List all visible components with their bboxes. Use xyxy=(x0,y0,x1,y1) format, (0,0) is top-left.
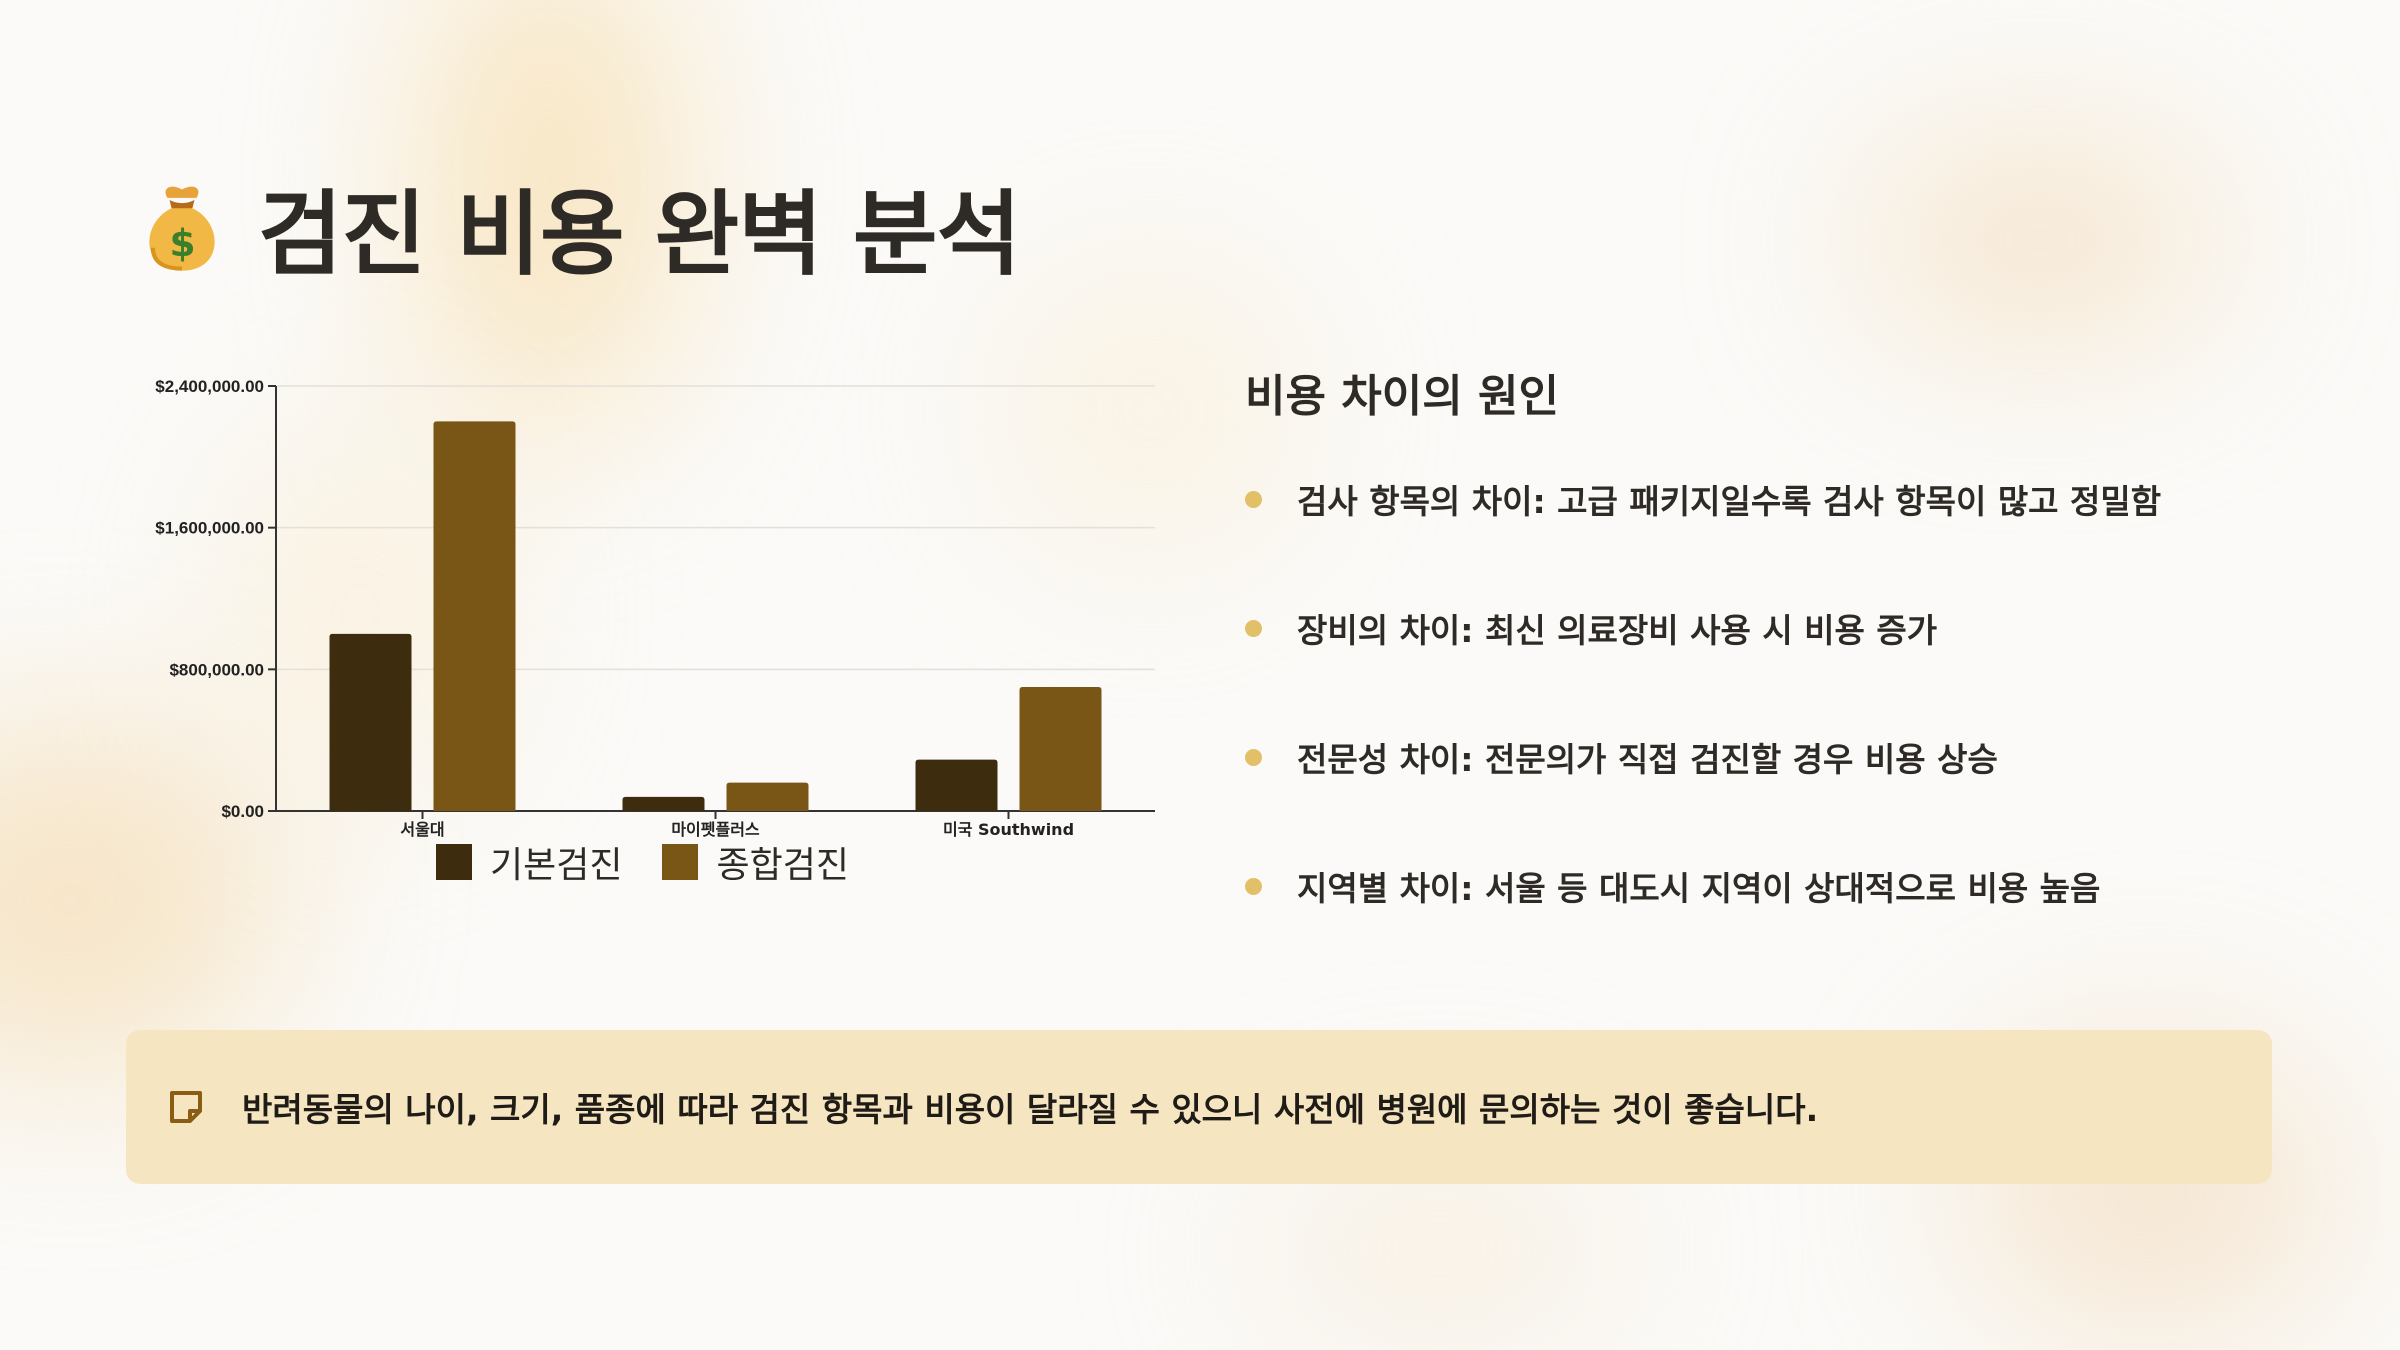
x-tick-label: 마이펫플러스 xyxy=(671,820,760,839)
y-tick-label: $0.00 xyxy=(221,802,264,821)
y-tick-label: $1,600,000.00 xyxy=(155,519,264,538)
note-text: 반려동물의 나이, 크기, 품종에 따라 검진 항목과 비용이 달라질 수 있으… xyxy=(242,1090,1819,1129)
cause-text: 지역별 차이: 서울 등 대도시 지역이 상대적으로 비용 높음 xyxy=(1297,869,2101,908)
bar-chart: $0.00 $800,000.00 $1,600,000.00 $2,400,000.… xyxy=(155,377,1155,839)
background-glow xyxy=(420,0,680,440)
bar-basic xyxy=(622,796,705,811)
legend-item-basic[interactable]: 기본검진 xyxy=(436,836,622,888)
bar-comprehensive xyxy=(1019,687,1102,811)
background-glow xyxy=(1860,140,2220,340)
legend-label-basic: 기본검진 xyxy=(490,845,623,886)
y-tick-label: $800,000.00 xyxy=(169,660,264,679)
cause-item: 검사 항목의 차이: 고급 패키지일수록 검사 항목이 많고 정밀함 xyxy=(1245,468,2345,530)
cause-item: 지역별 차이: 서울 등 대도시 지역이 상대적으로 비용 높음 xyxy=(1245,855,2345,917)
causes-title: 비용 차이의 원인 xyxy=(1245,371,1559,422)
legend-swatch-comprehensive xyxy=(662,844,699,880)
y-tick-label: $2,400,000.00 xyxy=(155,377,264,396)
bar-comprehensive xyxy=(726,782,809,811)
cause-item: 전문성 차이: 전문의가 직접 검진할 경우 비용 상승 xyxy=(1245,726,2345,788)
bar-comprehensive xyxy=(433,421,516,811)
cause-text: 검사 항목의 차이: 고급 패키지일수록 검사 항목이 많고 정밀함 xyxy=(1297,482,2162,521)
cost-causes-section: 비용 차이의 원인 검사 항목의 차이: 고급 패키지일수록 검사 항목이 많고… xyxy=(1245,360,2345,984)
bar-basic xyxy=(329,633,412,811)
legend-label-comprehensive: 종합검진 xyxy=(716,845,849,886)
bullet-dot-icon xyxy=(1245,490,1262,508)
svg-text:$: $ xyxy=(170,221,195,265)
x-tick-label: 미국 Southwind xyxy=(943,820,1074,839)
bullet-dot-icon xyxy=(1245,748,1262,766)
cause-item: 장비의 차이: 최신 의료장비 사용 시 비용 증가 xyxy=(1245,597,2345,659)
cost-chart: $0.00 $800,000.00 $1,600,000.00 $2,400,000.… xyxy=(100,360,1170,900)
legend-item-comprehensive[interactable]: 종합검진 xyxy=(662,836,849,888)
memo-icon xyxy=(170,1091,202,1123)
bullet-dot-icon xyxy=(1245,619,1262,637)
cause-text: 전문성 차이: 전문의가 직접 검진할 경우 비용 상승 xyxy=(1297,740,1998,779)
cause-text: 장비의 차이: 최신 의료장비 사용 시 비용 증가 xyxy=(1297,611,1938,650)
note-callout: 반려동물의 나이, 크기, 품종에 따라 검진 항목과 비용이 달라질 수 있으… xyxy=(126,1030,2272,1184)
legend-swatch-basic xyxy=(436,844,472,880)
chart-legend: 기본검진 종합검진 xyxy=(436,836,849,888)
money-bag-icon: $ xyxy=(149,186,215,271)
bar-basic xyxy=(915,759,998,811)
bullet-dot-icon xyxy=(1245,877,1262,895)
page-title: $ 검진 비용 완벽 분석 xyxy=(130,160,1021,293)
page-title-text: 검진 비용 완벽 분석 xyxy=(258,181,1021,288)
background-glow xyxy=(1000,260,1300,560)
x-tick-label: 서울대 xyxy=(400,820,444,839)
